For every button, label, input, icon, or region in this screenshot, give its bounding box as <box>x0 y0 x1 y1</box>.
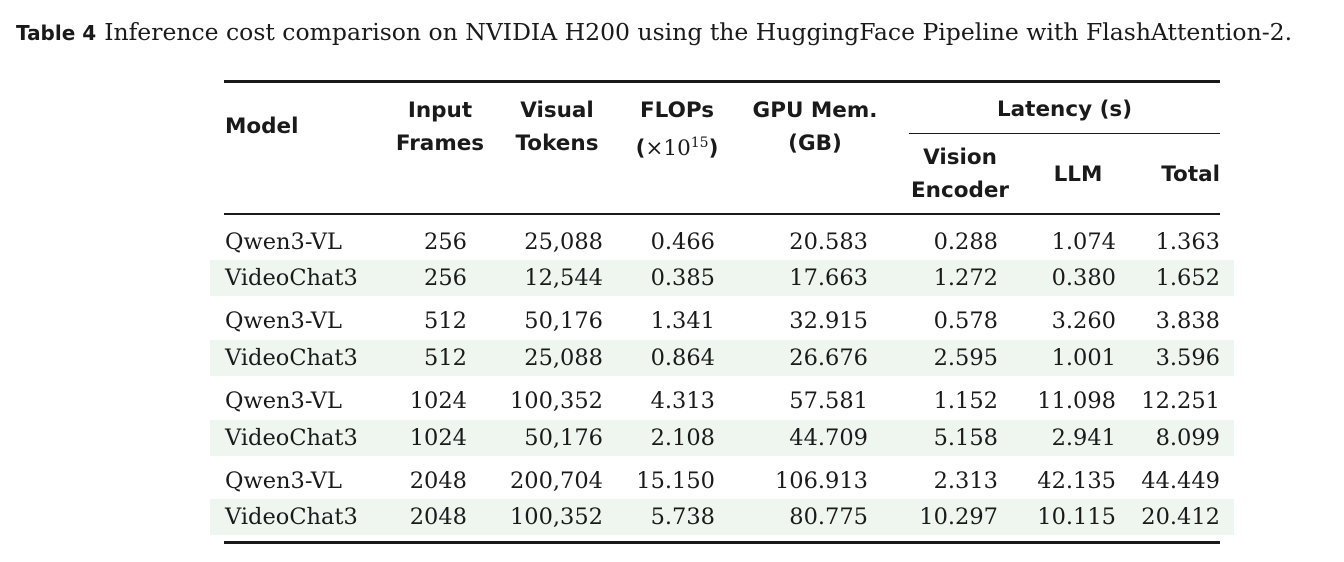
table-row: Qwen3-VL 1024 100,352 4.313 57.581 1.152 11.09… <box>0 383 1344 419</box>
cell-llm: 1.001 <box>1051 345 1116 371</box>
cell-tokens: 50,176 <box>524 308 603 334</box>
cell-total: 3.596 <box>1155 345 1220 371</box>
cell-tokens: 12,544 <box>524 265 603 291</box>
cell-llm: 3.260 <box>1051 308 1116 334</box>
table-row: Qwen3-VL 256 25,088 0.466 20.583 0.288 1.074 1.… <box>0 224 1344 260</box>
table-caption: Table 4 Inference cost comparison on NVID… <box>16 15 1336 50</box>
cell-llm: 11.098 <box>1037 388 1116 414</box>
table-label: Table 4 <box>16 21 97 45</box>
table-row: Qwen3-VL 2048 200,704 15.150 106.913 2.313 42.… <box>0 463 1344 499</box>
cell-frames: 512 <box>424 308 467 334</box>
cell-model: VideoChat3 <box>225 425 358 451</box>
cell-vision: 2.595 <box>933 345 998 371</box>
header-latency-group: Latency (s) <box>996 97 1133 122</box>
header-model: Model <box>225 114 299 139</box>
table-row: VideoChat3 1024 50,176 2.108 44.709 5.158 2.94… <box>0 420 1344 456</box>
cell-tokens: 50,176 <box>524 425 603 451</box>
cell-total: 44.449 <box>1141 468 1220 494</box>
table-row: Qwen3-VL 512 50,176 1.341 32.915 0.578 3.260 3.… <box>0 303 1344 339</box>
cell-flops: 15.150 <box>636 468 715 494</box>
cell-total: 20.412 <box>1141 504 1220 530</box>
cell-frames: 2048 <box>409 468 467 494</box>
cell-total: 1.363 <box>1155 229 1220 255</box>
cell-tokens: 25,088 <box>524 345 603 371</box>
cell-total: 12.251 <box>1141 388 1220 414</box>
cell-tokens: 200,704 <box>509 468 603 494</box>
cell-vision: 1.152 <box>933 388 998 414</box>
cell-vision: 0.288 <box>933 229 998 255</box>
cell-model: VideoChat3 <box>225 504 358 530</box>
header-input-frames: Input Frames <box>395 98 485 156</box>
cell-model: VideoChat3 <box>225 265 358 291</box>
cell-llm: 0.380 <box>1051 265 1116 291</box>
cell-frames: 512 <box>424 345 467 371</box>
caption-text: Inference cost comparison on NVIDIA H200… <box>104 18 1293 46</box>
cell-flops: 2.108 <box>650 425 715 451</box>
row-highlight <box>210 499 1234 535</box>
cell-tokens: 100,352 <box>509 504 603 530</box>
header-visual-tokens: Visual Tokens <box>515 98 599 156</box>
cell-tokens: 25,088 <box>524 229 603 255</box>
row-highlight <box>210 420 1234 456</box>
cell-llm: 42.135 <box>1037 468 1116 494</box>
bottom-rule <box>224 541 1220 544</box>
cell-flops: 5.738 <box>650 504 715 530</box>
cell-frames: 1024 <box>409 425 467 451</box>
cell-mem: 80.775 <box>789 504 868 530</box>
cell-llm: 1.074 <box>1051 229 1116 255</box>
header-total: Total <box>1161 162 1220 187</box>
header-gpu-mem: GPU Mem. (GB) <box>752 98 878 156</box>
cell-flops: 0.466 <box>650 229 715 255</box>
header-bottom-rule <box>224 213 1220 215</box>
header-vision-encoder: Vision Encoder <box>910 145 1010 203</box>
cell-model: Qwen3-VL <box>225 308 342 334</box>
cell-flops: 0.385 <box>650 265 715 291</box>
table-row: VideoChat3 512 25,088 0.864 26.676 2.595 1.001… <box>0 340 1344 376</box>
cell-total: 8.099 <box>1155 425 1220 451</box>
cell-frames: 256 <box>424 229 467 255</box>
cell-mem: 44.709 <box>789 425 868 451</box>
cell-llm: 2.941 <box>1051 425 1116 451</box>
cell-frames: 1024 <box>409 388 467 414</box>
cell-vision: 5.158 <box>933 425 998 451</box>
row-highlight <box>210 260 1234 296</box>
cell-vision: 2.313 <box>933 468 998 494</box>
cell-vision: 1.272 <box>933 265 998 291</box>
cell-model: Qwen3-VL <box>225 468 342 494</box>
table-row: VideoChat3 2048 100,352 5.738 80.775 10.297 10… <box>0 499 1344 535</box>
cell-tokens: 100,352 <box>509 388 603 414</box>
latency-group-rule <box>909 133 1220 135</box>
table-row: VideoChat3 256 12,544 0.385 17.663 1.272 0.380… <box>0 260 1344 296</box>
cell-flops: 4.313 <box>650 388 715 414</box>
cell-mem: 20.583 <box>789 229 868 255</box>
cell-frames: 2048 <box>409 504 467 530</box>
cell-flops: 0.864 <box>650 345 715 371</box>
cell-mem: 26.676 <box>789 345 868 371</box>
cell-total: 1.652 <box>1155 265 1220 291</box>
cell-llm: 10.115 <box>1037 504 1116 530</box>
cell-mem: 106.913 <box>774 468 868 494</box>
header-flops: FLOPs (×1015) <box>635 98 719 162</box>
cell-model: Qwen3-VL <box>225 388 342 414</box>
cell-model: VideoChat3 <box>225 345 358 371</box>
cell-mem: 57.581 <box>789 388 868 414</box>
cell-total: 3.838 <box>1155 308 1220 334</box>
cell-vision: 0.578 <box>933 308 998 334</box>
cell-frames: 256 <box>424 265 467 291</box>
cell-mem: 32.915 <box>789 308 868 334</box>
cell-model: Qwen3-VL <box>225 229 342 255</box>
cell-flops: 1.341 <box>650 308 715 334</box>
cell-vision: 10.297 <box>919 504 998 530</box>
row-highlight <box>210 340 1234 376</box>
cell-mem: 17.663 <box>789 265 868 291</box>
header-llm: LLM <box>1053 162 1103 187</box>
top-rule <box>224 80 1220 83</box>
